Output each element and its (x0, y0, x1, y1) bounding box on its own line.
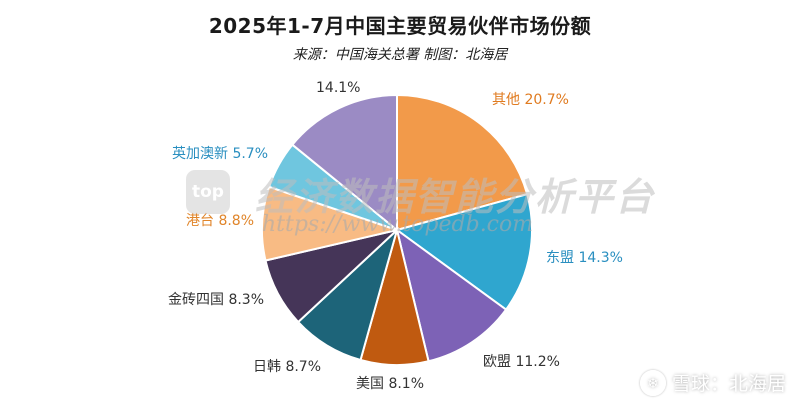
slice-label: 日韩 8.7% (253, 359, 321, 375)
slice-label: 其他 20.7% (492, 92, 569, 108)
watermark-url: https://www.topedb.com (262, 212, 534, 237)
pie-slice-unlabeled (290, 93, 398, 233)
slice-label: 欧盟 11.2% (483, 354, 560, 370)
snowball-icon: ❄ (639, 369, 666, 396)
footer-credit: ❄ 雪球：北海居 (639, 369, 786, 396)
watermark-text: 经济数据智能分析平台 (255, 175, 656, 219)
slice-label: 港台 8.8% (186, 213, 254, 229)
slice-label: 东盟 14.3% (546, 250, 623, 266)
footer-text: 雪球：北海居 (671, 373, 786, 395)
pie-slice-其他 (396, 93, 529, 232)
watermark-logo: top (186, 170, 230, 214)
slice-label: 英加澳新 5.7% (172, 145, 268, 162)
slice-label: 14.1% (316, 80, 360, 96)
slice-label: 金砖四国 8.3% (168, 292, 264, 308)
pie-slice-东盟 (394, 192, 533, 311)
slice-label: 美国 8.1% (356, 376, 424, 392)
pie-slice-欧盟 (395, 227, 508, 363)
chart-subtitle: 来源：中国海关总署 制图：北海居 (292, 47, 508, 63)
chart-title: 2025年1-7月中国主要贸易伙伴市场份额 (208, 14, 592, 38)
